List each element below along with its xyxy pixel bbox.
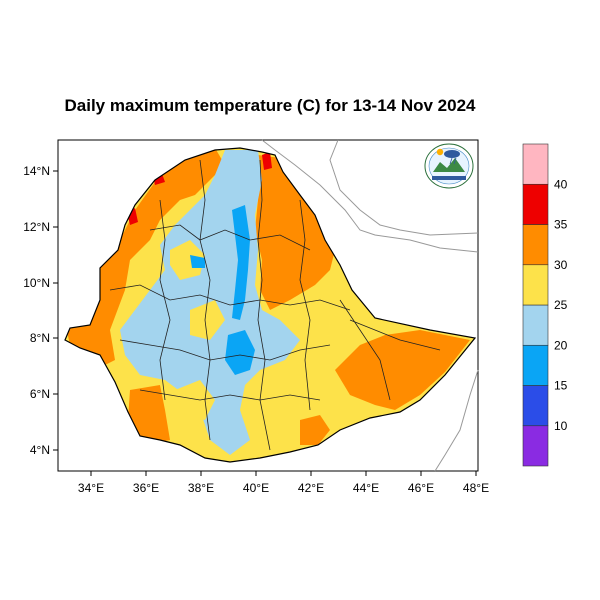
ethiopian-meteorology-institute-logo bbox=[424, 143, 474, 189]
legend-swatch-20-25 bbox=[522, 304, 549, 346]
legend-swatch-40-45 bbox=[522, 143, 549, 185]
lon-tick-label: 36°E bbox=[133, 481, 159, 495]
zone-interior-yellow-3 bbox=[175, 380, 215, 420]
legend-label: 15 bbox=[554, 379, 568, 393]
lon-tick-label: 46°E bbox=[408, 481, 434, 495]
admin-boundaries bbox=[109, 159, 441, 451]
longitude-axis: 34°E 36°E 38°E 40°E 42°E 44°E 46°E 48°E bbox=[78, 471, 489, 495]
legend-label: 35 bbox=[554, 218, 568, 232]
zone-southwest-orange bbox=[128, 385, 170, 445]
lat-tick-label: 10°N bbox=[23, 276, 50, 290]
lon-tick-label: 34°E bbox=[78, 481, 104, 495]
lon-tick-label: 40°E bbox=[243, 481, 269, 495]
zone-interior-yellow-2 bbox=[190, 300, 225, 340]
legend-label: 10 bbox=[554, 419, 568, 433]
zone-blue-1 bbox=[232, 205, 250, 320]
legend-label: 40 bbox=[554, 177, 568, 191]
legend-swatch-35-40 bbox=[522, 183, 549, 225]
legend-swatch-25-30 bbox=[522, 264, 549, 306]
zone-blue-2 bbox=[225, 330, 255, 375]
color-legend: 10 15 20 25 30 35 40 bbox=[522, 143, 568, 467]
zone-afar-orange bbox=[255, 155, 335, 310]
legend-label: 25 bbox=[554, 298, 568, 312]
legend-swatch-10-15 bbox=[522, 385, 549, 427]
neighbor-borders bbox=[261, 139, 479, 472]
zone-east-orange bbox=[335, 330, 470, 410]
legend-swatch-30-35 bbox=[522, 224, 549, 266]
lat-tick-label: 4°N bbox=[30, 443, 50, 457]
legend-label: 20 bbox=[554, 338, 568, 352]
latitude-axis: 14°N 12°N 10°N 8°N 6°N 4°N bbox=[23, 164, 58, 457]
zone-blue-3 bbox=[190, 255, 205, 268]
lat-tick-label: 12°N bbox=[23, 220, 50, 234]
lon-tick-label: 48°E bbox=[463, 481, 489, 495]
lon-tick-label: 42°E bbox=[298, 481, 324, 495]
zone-south-orange bbox=[300, 415, 330, 445]
lat-tick-label: 6°N bbox=[30, 387, 50, 401]
lat-tick-label: 8°N bbox=[30, 331, 50, 345]
lon-tick-label: 44°E bbox=[353, 481, 379, 495]
zone-red-3 bbox=[262, 152, 272, 170]
zone-west-orange bbox=[65, 160, 200, 370]
legend-label: 30 bbox=[554, 258, 568, 272]
legend-swatch-5-10 bbox=[522, 425, 549, 467]
legend-swatch-15-20 bbox=[522, 344, 549, 386]
zone-interior-yellow-1 bbox=[170, 240, 205, 280]
lat-tick-label: 14°N bbox=[23, 164, 50, 178]
map-title: Daily maximum temperature (C) for 13-14 … bbox=[64, 96, 476, 115]
lon-tick-label: 38°E bbox=[188, 481, 214, 495]
